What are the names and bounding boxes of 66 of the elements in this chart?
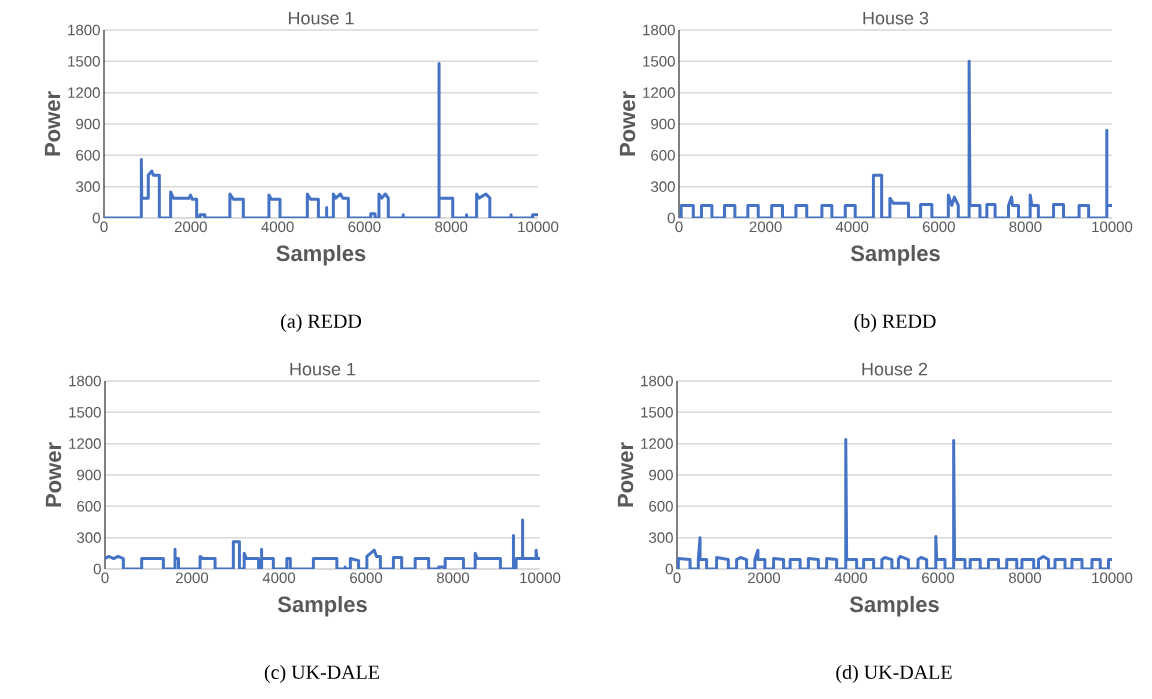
y-tick-label: 900 <box>649 469 673 481</box>
y-tick-label: 1500 <box>68 56 100 67</box>
x-tick-label: 6000 <box>348 221 381 233</box>
chart-title: House 3 <box>863 11 929 25</box>
text: (b) REDD <box>854 313 936 333</box>
x-axis-title: Samples <box>850 245 940 266</box>
x-tick-label: 10000 <box>1092 221 1133 233</box>
y-tick-label: 900 <box>651 118 675 130</box>
text: (c) UK-DALE <box>264 664 380 684</box>
y-tick-label: 1800 <box>68 24 100 36</box>
chart-title: House 2 <box>862 362 928 376</box>
y-tick-label: 0 <box>667 212 675 224</box>
x-tick-label: 2000 <box>748 572 781 584</box>
y-tick-label: 600 <box>651 150 675 161</box>
y-tick-label: 600 <box>76 150 100 161</box>
y-tick-label: 300 <box>76 181 100 192</box>
x-axis-title: Samples <box>276 245 366 266</box>
y-tick-label: 1800 <box>69 375 101 387</box>
y-tick-label: 900 <box>76 118 100 130</box>
y-tick-label: 1500 <box>643 56 675 67</box>
x-tick-label: 10000 <box>1092 572 1133 584</box>
x-axis-title: Samples <box>849 596 939 617</box>
y-tick-label: 300 <box>651 181 675 192</box>
x-tick-label: 10000 <box>520 572 561 584</box>
text: (a) REDD <box>281 313 362 333</box>
y-tick-label: 300 <box>649 532 673 543</box>
y-tick-label: 1200 <box>69 438 101 449</box>
y-axis-title: Power <box>619 91 636 156</box>
y-tick-label: 600 <box>77 501 101 512</box>
x-tick-label: 0 <box>675 221 683 233</box>
x-tick-label: 6000 <box>350 572 383 584</box>
y-tick-label: 600 <box>649 501 673 512</box>
y-tick-label: 0 <box>665 563 673 575</box>
chart-title: House 1 <box>288 11 354 25</box>
x-tick-label: 2000 <box>176 572 209 584</box>
y-axis-title: Power <box>44 91 61 156</box>
y-tick-label: 1500 <box>641 407 673 418</box>
x-tick-label: 0 <box>101 572 109 584</box>
y-tick-label: 1800 <box>643 24 675 36</box>
x-tick-label: 8000 <box>436 572 470 584</box>
x-tick-label: 4000 <box>261 221 294 233</box>
y-tick-label: 1800 <box>641 375 673 387</box>
y-axis-title: Power <box>617 442 634 507</box>
y-tick-label: 1200 <box>643 87 675 98</box>
x-tick-label: 4000 <box>262 572 296 584</box>
x-tick-label: 2000 <box>174 221 207 233</box>
x-tick-label: 2000 <box>749 221 782 233</box>
x-tick-label: 10000 <box>518 221 559 233</box>
y-tick-label: 1200 <box>641 438 673 449</box>
y-tick-label: 900 <box>77 469 101 481</box>
chart-title: House 1 <box>290 362 356 376</box>
x-tick-label: 8000 <box>1008 572 1042 584</box>
x-tick-label: 4000 <box>834 572 868 584</box>
y-tick-label: 0 <box>92 212 100 224</box>
y-axis-title: Power <box>45 442 62 507</box>
text: (d) UK-DALE <box>836 664 952 684</box>
x-tick-label: 4000 <box>835 221 869 233</box>
x-axis-title: Samples <box>277 596 367 617</box>
x-tick-label: 6000 <box>922 221 955 233</box>
y-tick-label: 0 <box>93 563 101 575</box>
y-tick-label: 1500 <box>69 407 101 418</box>
y-tick-label: 1200 <box>68 87 100 98</box>
y-tick-label: 300 <box>77 532 101 543</box>
x-tick-label: 6000 <box>922 572 955 584</box>
x-tick-label: 8000 <box>1009 221 1042 233</box>
x-tick-label: 8000 <box>435 221 468 233</box>
